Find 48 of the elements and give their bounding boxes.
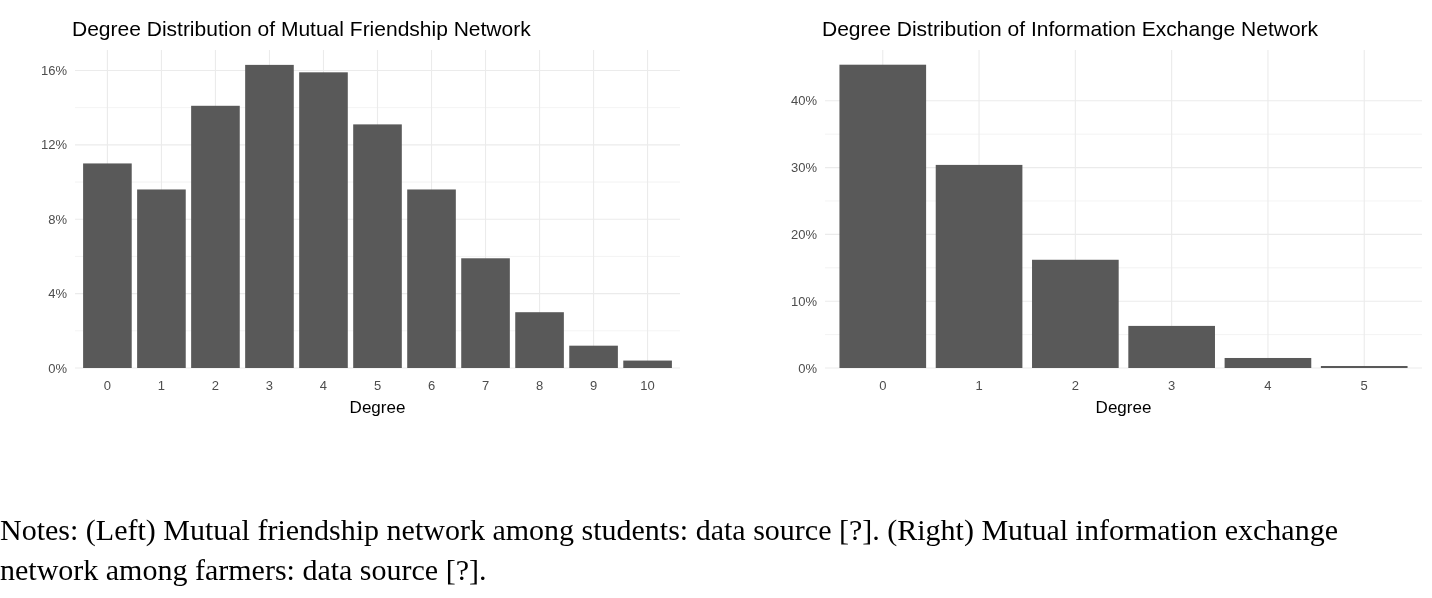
y-tick-label: 10%: [790, 293, 818, 309]
x-tick-label: 7: [481, 378, 490, 393]
chart-title: Degree Distribution of Mutual Friendship Network: [72, 17, 532, 40]
x-tick-label: 0: [879, 378, 887, 393]
bar: [1032, 259, 1119, 368]
x-tick-label: 3: [1168, 378, 1176, 393]
y-tick-label: 20%: [790, 226, 818, 242]
bar: [839, 64, 927, 368]
x-tick-label: 1: [157, 378, 166, 393]
y-tick-label: 4%: [48, 286, 68, 302]
bar: [299, 72, 348, 368]
chart-title: Degree Distribution of Information Exchange Network: [822, 17, 1319, 40]
x-tick-label: 10: [640, 378, 655, 393]
x-tick-label: 2: [1071, 378, 1079, 393]
x-tick-label: 6: [427, 378, 436, 393]
bar: [569, 345, 618, 368]
bar: [353, 124, 402, 368]
x-tick-label: 8: [535, 378, 544, 393]
y-tick-label: 12%: [40, 137, 68, 153]
x-tick-label: 3: [265, 378, 274, 393]
bar: [1224, 357, 1312, 368]
x-tick-label: 2: [211, 378, 220, 393]
y-tick-label: 16%: [40, 63, 68, 79]
bar: [191, 105, 240, 368]
x-axis-title: Degree: [349, 398, 406, 417]
y-tick-label: 0%: [48, 360, 68, 376]
x-tick-label: 1: [975, 378, 983, 393]
bar: [515, 312, 564, 368]
y-tick-label: 8%: [48, 211, 68, 227]
bar: [935, 164, 1023, 368]
x-axis-title: Degree: [1095, 398, 1152, 417]
bar: [407, 189, 456, 368]
bar: [1128, 325, 1215, 368]
bar: [461, 258, 510, 368]
x-tick-label: 0: [103, 378, 112, 393]
x-tick-label: 4: [319, 378, 328, 393]
text: Notes: (Left) Mutual friendship network among students: data source [?]. (Right) Mutual information exchange network among farmers: data source [?].: [0, 512, 1339, 588]
y-tick-label: 0%: [798, 360, 818, 376]
bar: [137, 189, 186, 368]
x-tick-label: 5: [373, 378, 382, 393]
x-tick-label: 4: [1264, 378, 1272, 393]
bar: [83, 163, 132, 368]
y-tick-label: 40%: [790, 93, 818, 109]
bar: [623, 360, 672, 368]
x-tick-label: 9: [589, 378, 598, 393]
x-tick-label: 5: [1360, 378, 1368, 393]
bar: [245, 64, 294, 368]
y-tick-label: 30%: [790, 160, 818, 176]
